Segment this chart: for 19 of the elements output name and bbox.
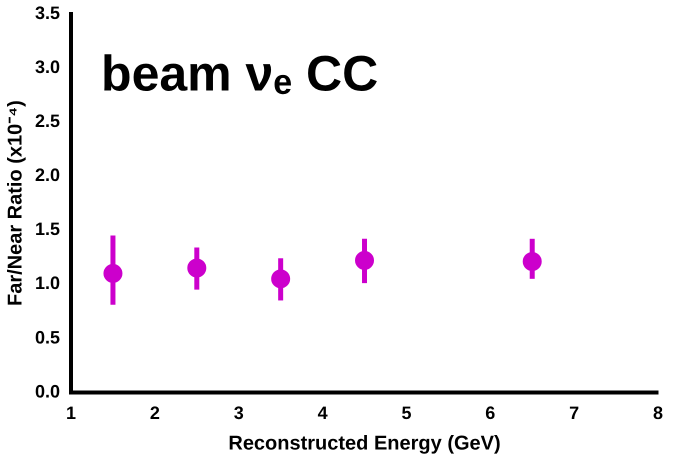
x-tick-label: 4 xyxy=(318,403,328,424)
annotation: beam νₑ CC xyxy=(101,46,378,102)
y-tick-label: 2.5 xyxy=(34,110,60,131)
x-tick-label: 3 xyxy=(234,403,244,424)
x-tick-label: 2 xyxy=(150,403,160,424)
x-axis-title: Reconstructed Energy (GeV) xyxy=(228,432,501,455)
y-tick-label: 1.5 xyxy=(34,219,60,240)
x-tick-label: 1 xyxy=(66,403,76,424)
x-tick-label: 6 xyxy=(485,403,496,424)
y-tick-label: 3.0 xyxy=(34,56,60,77)
x-tick-label: 8 xyxy=(652,403,664,424)
y-axis-title: Far/Near Ratio (x10⁻⁴) xyxy=(4,100,27,306)
y-tick-label: 2.0 xyxy=(34,165,60,186)
y-tick-label: 0.5 xyxy=(34,327,60,348)
y-tick-label: 1.0 xyxy=(34,273,60,294)
y-tick-label: 3.5 xyxy=(34,2,60,23)
x-tick-label: 7 xyxy=(569,403,580,424)
x-tick-label: 5 xyxy=(401,403,412,424)
y-tick-label: 0.0 xyxy=(34,381,60,402)
